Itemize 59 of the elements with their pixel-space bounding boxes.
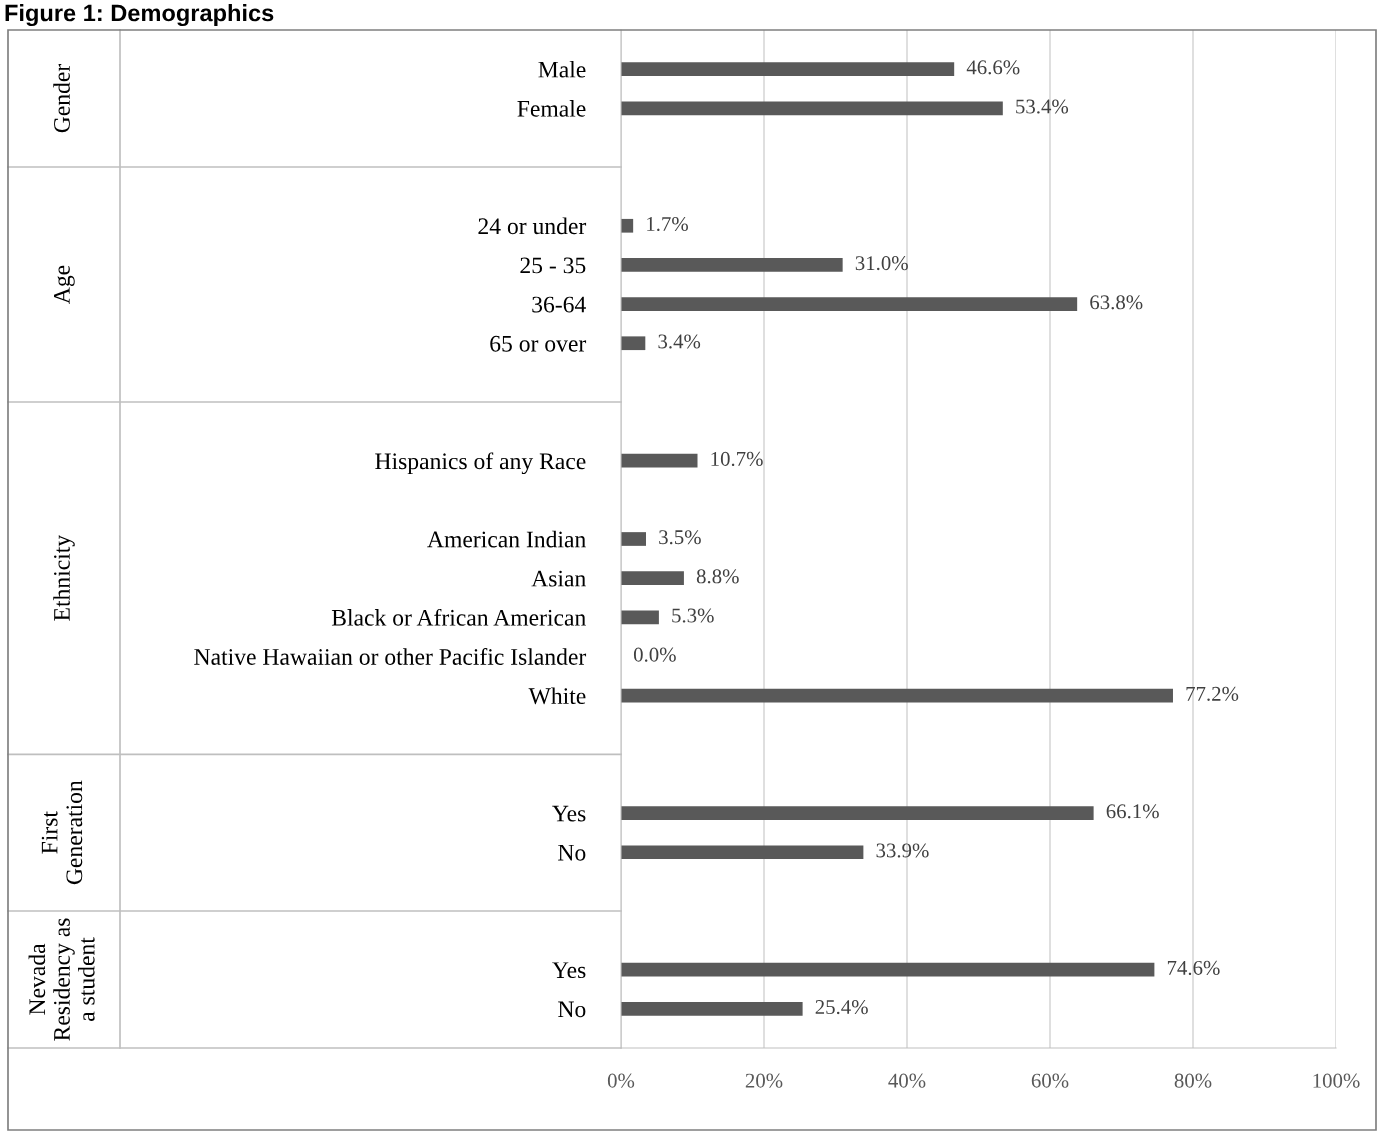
text: Nevada Residency as a student <box>28 918 95 1041</box>
x-tick-label: 0% <box>607 1073 635 1088</box>
y-tick-label: Female <box>517 100 586 117</box>
data-label: 5.3% <box>672 608 714 623</box>
data-label: 53.4% <box>1016 99 1069 114</box>
data-label: 8.8% <box>696 569 739 584</box>
y-tick-label: Asian <box>531 570 586 587</box>
bar <box>621 532 647 546</box>
data-label: 31.0% <box>855 256 908 271</box>
x-tick-label: 60% <box>1031 1073 1069 1088</box>
y-tick-label: Yes <box>552 805 586 822</box>
data-label: 46.6% <box>966 60 1020 75</box>
data-label: 74.6% <box>1167 960 1220 975</box>
x-tick-label: 20% <box>745 1073 783 1088</box>
y-tick-label: Native Hawaiian or other Pacific Islander <box>194 648 587 665</box>
text: Age <box>54 265 75 304</box>
y-tick-label: 24 or under <box>478 217 587 235</box>
y-tick-label: Black or African American <box>331 608 586 626</box>
y-tick-label: Hispanics of any Race <box>375 452 586 475</box>
bar <box>621 336 646 351</box>
data-label: 3.4% <box>658 334 701 349</box>
bar <box>621 806 1094 820</box>
bar <box>621 218 634 233</box>
y-tick-label: Yes <box>552 962 586 979</box>
y-tick-label: White <box>528 687 586 705</box>
data-label: 1.7% <box>647 216 688 232</box>
bar <box>621 297 1078 311</box>
y-tick-label: 65 or over <box>490 335 587 352</box>
x-tick-label: 100% <box>1313 1073 1360 1088</box>
y-tick-label: 36-64 <box>532 296 586 313</box>
data-label: 66.1% <box>1106 804 1159 819</box>
text: Figure 1: Demographics <box>5 4 274 27</box>
data-label: 10.7% <box>711 451 763 466</box>
text: First Generation <box>41 780 83 885</box>
y-tick-label: No <box>558 1001 586 1018</box>
bar <box>621 571 684 586</box>
y-tick-label: 25 - 35 <box>520 257 586 274</box>
y-tick-label: No <box>558 844 586 861</box>
data-label: 63.8% <box>1090 295 1143 310</box>
text: Gender <box>53 63 70 133</box>
bar <box>621 258 843 272</box>
data-label: 33.9% <box>876 843 929 858</box>
bar <box>621 688 1173 703</box>
text: Ethnicity <box>53 534 75 621</box>
bar <box>621 610 659 625</box>
y-tick-label: American Indian <box>427 530 586 548</box>
x-tick-label: 40% <box>888 1073 926 1088</box>
bar <box>621 962 1155 977</box>
bar <box>621 845 864 860</box>
bar <box>621 62 955 77</box>
bar <box>621 453 698 468</box>
bar <box>621 101 1003 116</box>
data-label: 3.5% <box>659 530 701 545</box>
data-label: 0.0% <box>633 647 676 662</box>
x-tick-label: 80% <box>1174 1073 1212 1088</box>
data-label: 25.4% <box>815 1000 868 1015</box>
bar <box>621 1001 803 1016</box>
data-label: 77.2% <box>1186 686 1239 701</box>
y-tick-label: Male <box>538 60 586 78</box>
